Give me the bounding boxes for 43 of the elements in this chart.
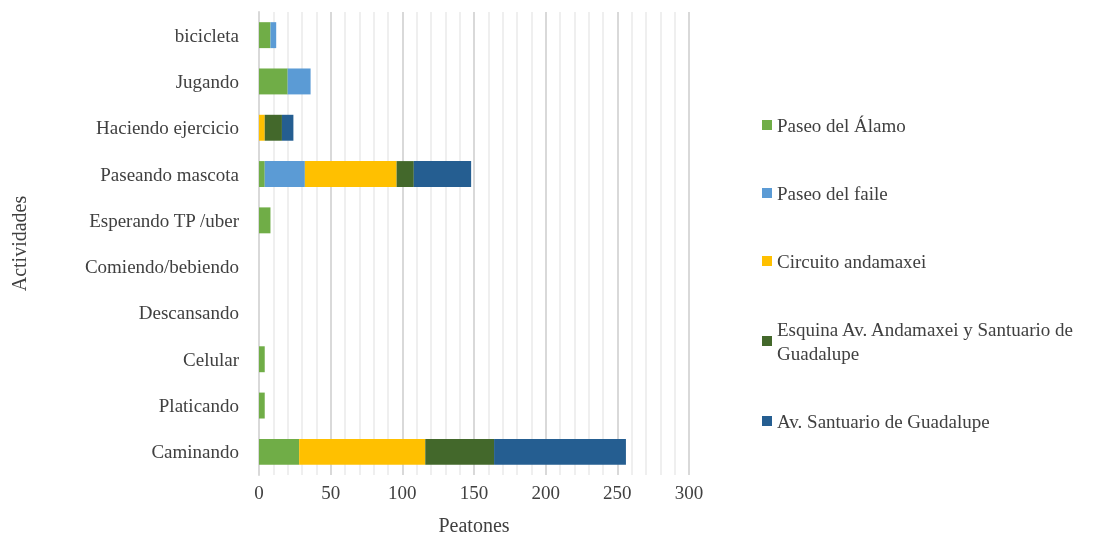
- x-tick-label: 0: [254, 482, 264, 503]
- bar: [299, 438, 426, 465]
- bar: [259, 114, 265, 141]
- bar: [259, 68, 288, 95]
- legend-label: Paseo del Álamo: [777, 114, 906, 136]
- legend-label: Esquina Av. Andamaxei y Santuario de Guadalupe: [777, 318, 1078, 364]
- y-tick-label: bicicleta: [174, 24, 240, 46]
- y-tick-label: Paseando mascota: [100, 163, 240, 185]
- bar: [259, 346, 265, 373]
- y-tick-label: Platicando: [158, 395, 239, 417]
- legend-label: Circuito andamaxei: [777, 250, 927, 272]
- bar: [494, 438, 626, 465]
- y-tick-label: Celular: [183, 348, 240, 370]
- bar: [264, 161, 305, 188]
- x-tick-label: 300: [674, 482, 704, 503]
- bar: [259, 22, 271, 49]
- x-tick-label: 50: [321, 482, 341, 503]
- legend-label: Av. Santuario de Guadalupe: [777, 410, 990, 432]
- bar: [264, 114, 282, 141]
- y-tick-label: Haciendo ejercicio: [96, 117, 239, 139]
- y-tick-label: Jugando: [175, 70, 239, 92]
- y-tick-label: Caminando: [151, 441, 239, 463]
- x-axis-title: Peatones: [438, 514, 510, 536]
- y-tick-label: Esperando TP /uber: [89, 209, 240, 231]
- bar: [259, 161, 265, 188]
- y-axis-title: Actividades: [8, 195, 30, 292]
- x-tick-label: 200: [531, 482, 560, 503]
- y-tick-label: Descansando: [138, 302, 239, 324]
- bar: [396, 161, 414, 188]
- x-tick-label: 250: [603, 482, 632, 503]
- bar: [259, 207, 271, 234]
- bar: [413, 161, 472, 188]
- bar: [281, 114, 294, 141]
- x-tick-label: 100: [388, 482, 417, 503]
- bar: [425, 438, 495, 465]
- bar: [259, 438, 300, 465]
- bar: [270, 22, 277, 49]
- bar: [287, 68, 311, 95]
- y-tick-label: Comiendo/bebiendo: [84, 256, 239, 278]
- bar: [259, 392, 265, 419]
- bar: [304, 161, 397, 188]
- legend-label: Paseo del faile: [777, 182, 888, 204]
- x-tick-label: 150: [459, 482, 489, 503]
